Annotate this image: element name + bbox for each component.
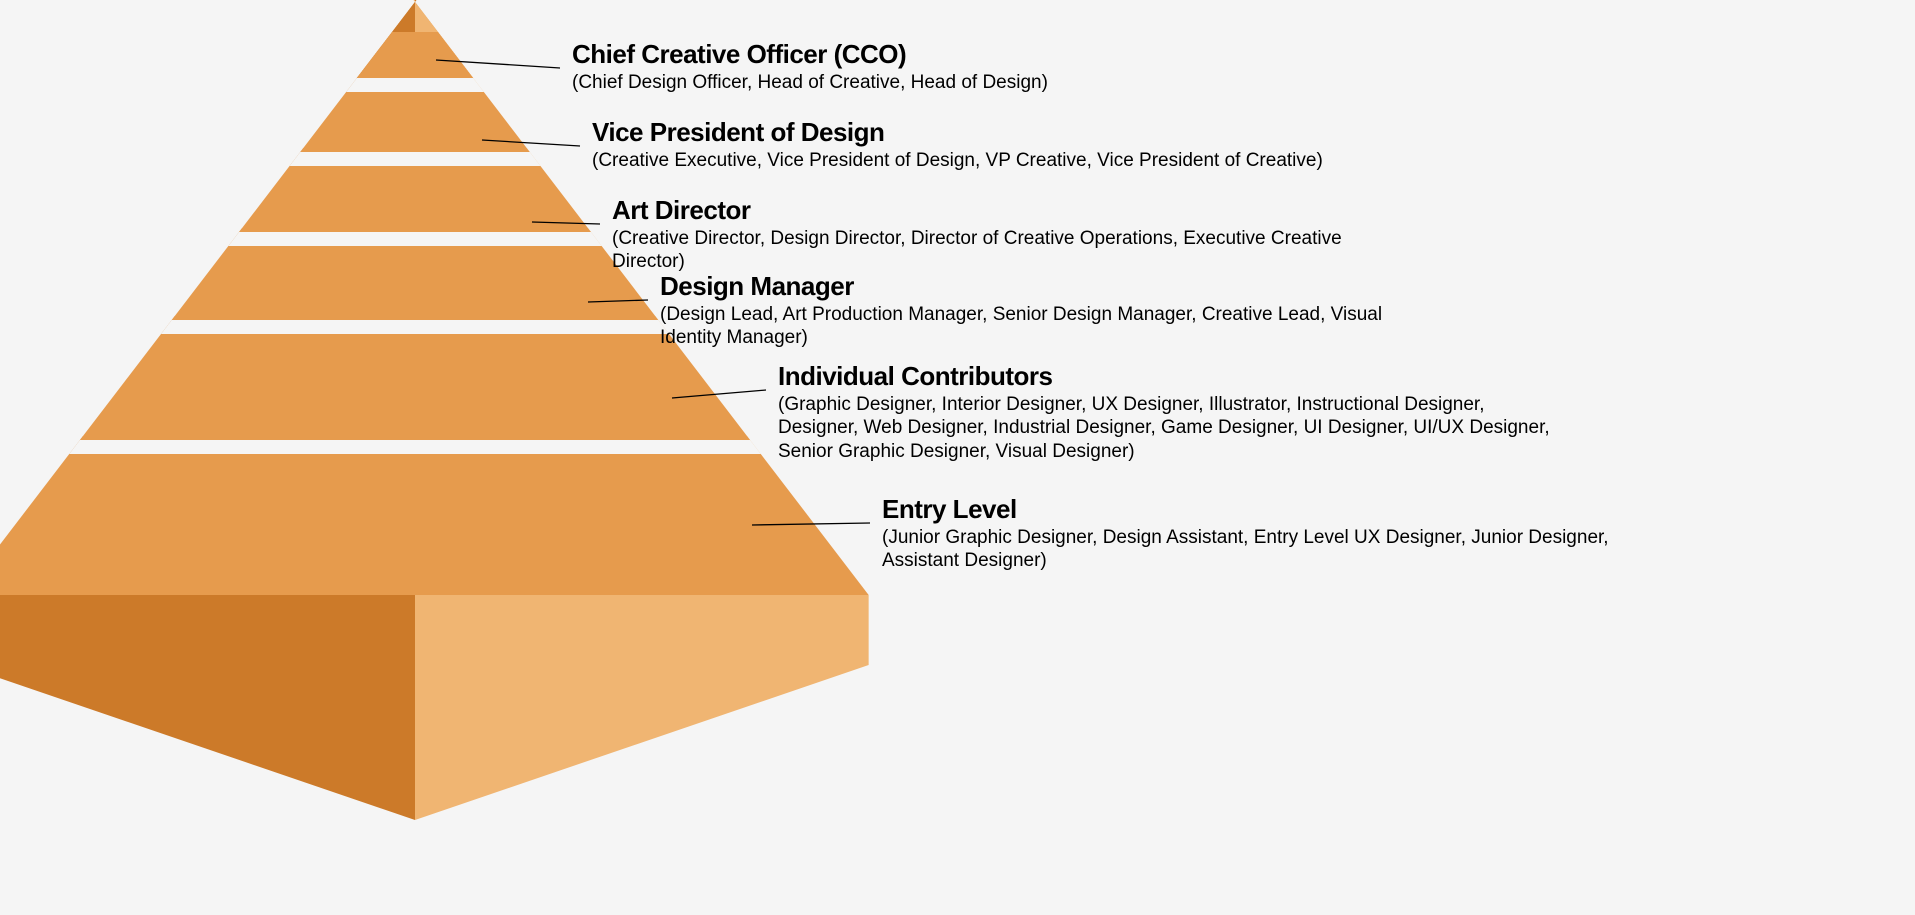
level-subtitle-5: (Junior Graphic Designer, Design Assista… xyxy=(882,526,1662,574)
level-title-0: Chief Creative Officer (CCO) xyxy=(572,40,1048,69)
level-label-5: Entry Level(Junior Graphic Designer, Des… xyxy=(882,495,1662,573)
level-label-4: Individual Contributors(Graphic Designer… xyxy=(778,362,1558,464)
level-title-3: Design Manager xyxy=(660,272,1440,301)
level-label-2: Art Director(Creative Director, Design D… xyxy=(612,196,1392,274)
level-subtitle-0: (Chief Design Officer, Head of Creative,… xyxy=(572,71,1048,95)
level-title-4: Individual Contributors xyxy=(778,362,1558,391)
level-title-1: Vice President of Design xyxy=(592,118,1323,147)
level-label-1: Vice President of Design(Creative Execut… xyxy=(592,118,1323,172)
level-label-0: Chief Creative Officer (CCO)(Chief Desig… xyxy=(572,40,1048,94)
level-subtitle-1: (Creative Executive, Vice President of D… xyxy=(592,149,1323,173)
level-title-2: Art Director xyxy=(612,196,1392,225)
level-label-3: Design Manager(Design Lead, Art Producti… xyxy=(660,272,1440,350)
level-subtitle-2: (Creative Director, Design Director, Dir… xyxy=(612,227,1392,275)
level-subtitle-3: (Design Lead, Art Production Manager, Se… xyxy=(660,303,1440,351)
level-title-5: Entry Level xyxy=(882,495,1662,524)
pyramid-diagram: Chief Creative Officer (CCO)(Chief Desig… xyxy=(0,0,1915,915)
level-subtitle-4: (Graphic Designer, Interior Designer, UX… xyxy=(778,393,1558,464)
